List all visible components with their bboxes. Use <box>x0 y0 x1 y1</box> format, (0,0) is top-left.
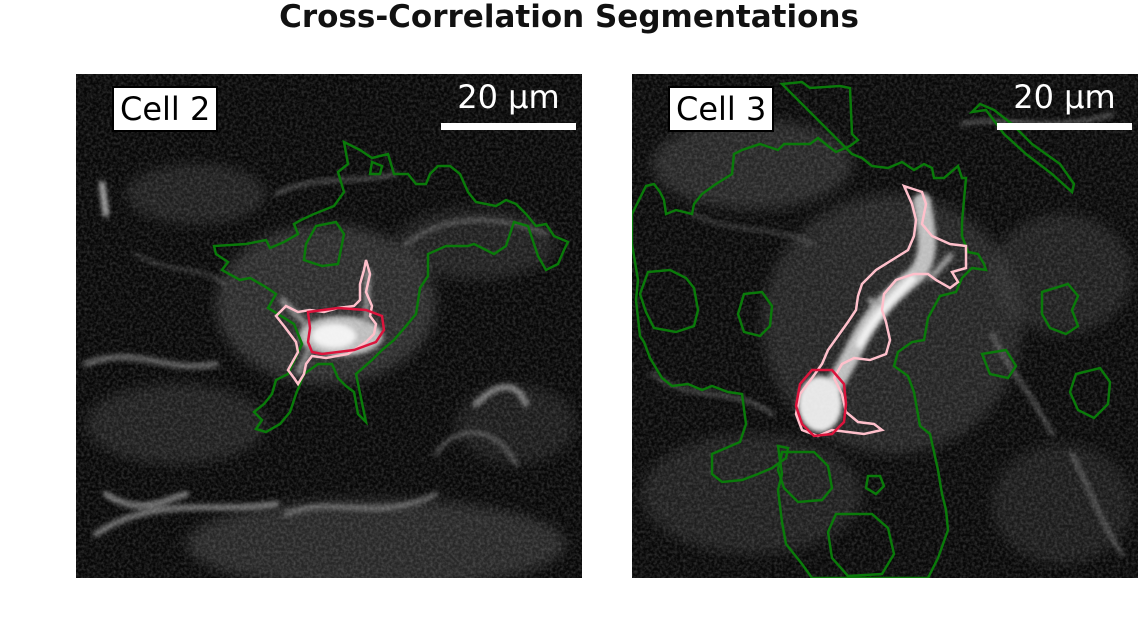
left-blob-contour-cell-3 <box>638 268 700 334</box>
soma-contour-cell-2 <box>306 306 386 356</box>
scale-bar-cell-2 <box>441 123 576 130</box>
small-blob-contour-cell-3 <box>736 290 774 338</box>
micrograph-image-cell-3 <box>632 74 1138 578</box>
cell-label-3: Cell 3 <box>668 86 775 132</box>
micrograph-image-cell-2 <box>76 74 582 578</box>
small-hole-contour-cell-2 <box>368 160 384 176</box>
soma-contour-cell-3 <box>794 368 848 438</box>
lower-left-contour-cell-3 <box>776 450 834 504</box>
figure-title: Cross-Correlation Segmentations <box>279 0 859 35</box>
right-small-contour-cell-3 <box>1040 282 1080 336</box>
scale-bar-label-cell-2: 20 μm <box>457 78 560 116</box>
lower-blob-contour-cell-3 <box>826 512 896 578</box>
micrograph-panel-cell-2: Cell 2 20 μm <box>76 74 582 578</box>
scale-bar-label-cell-3: 20 μm <box>1013 78 1116 116</box>
right-edge-contour-cell-3 <box>1068 366 1112 420</box>
tiny-blob-contour-cell-3 <box>864 474 886 496</box>
right-mid-contour-cell-3 <box>980 348 1018 380</box>
scale-bar-cell-3 <box>997 123 1132 130</box>
right-fragment-contour-cell-3 <box>968 102 1076 195</box>
cell-label-2: Cell 2 <box>112 86 219 132</box>
micrograph-panel-cell-3: Cell 3 20 μm <box>632 74 1138 578</box>
inner-hole-contour-cell-2 <box>302 220 346 268</box>
outer-contour-cell-2 <box>212 139 570 434</box>
outer-contour-cell-3 <box>632 80 988 578</box>
